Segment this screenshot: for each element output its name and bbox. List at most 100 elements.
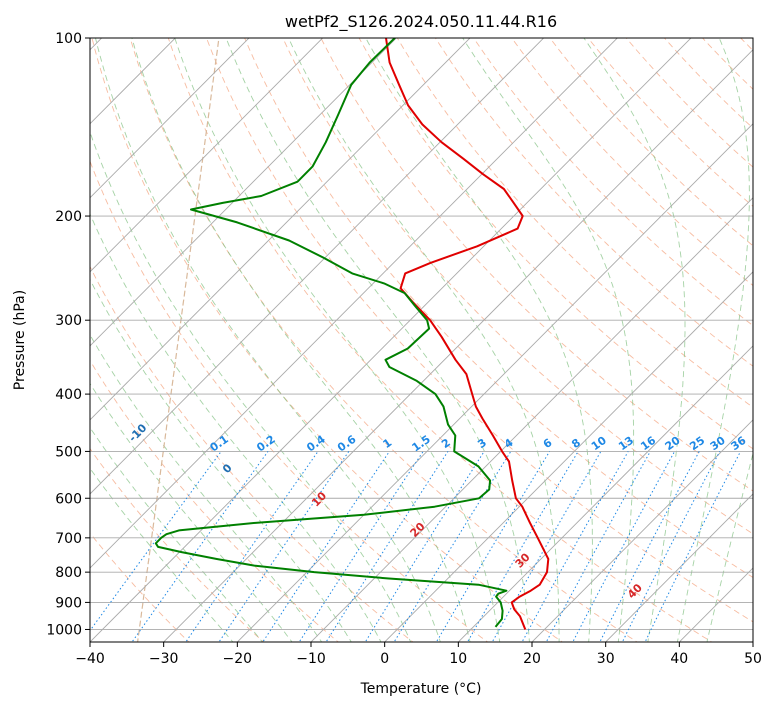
moist-adiabat-line <box>131 38 471 642</box>
isotherm-line <box>90 38 471 421</box>
dry-adiabat-line <box>90 160 489 642</box>
isotherm-line <box>90 38 545 495</box>
x-tick-label: 10 <box>449 651 467 667</box>
isotherm-line <box>90 38 176 125</box>
mixing-ratio-line <box>466 451 579 642</box>
moist-adiabat-line <box>90 382 293 642</box>
isotherm-line <box>605 493 753 642</box>
x-tick-label: −40 <box>75 651 105 667</box>
isotherm-line <box>531 419 753 642</box>
y-tick-label: 600 <box>55 491 82 507</box>
y-tick-label: 800 <box>55 565 82 581</box>
dry-adiabat-line <box>90 359 339 642</box>
profiles <box>154 38 550 630</box>
isotherm-line <box>90 38 397 347</box>
moist-adiabat-line <box>706 451 753 642</box>
isotherm-line <box>163 49 753 642</box>
plot-area: 0.10.20.40.611.52346810131620253036-100-… <box>90 25 775 645</box>
adiabat-label: 20 <box>408 520 428 540</box>
moist-adiabat-line <box>583 38 686 642</box>
isotherms <box>90 38 753 642</box>
moist-adiabat-line <box>90 467 234 642</box>
y-tick-label: 100 <box>55 31 82 47</box>
y-tick-label: 300 <box>55 313 82 329</box>
dry-adiabat-line <box>701 38 753 90</box>
adiabat-label: -10 <box>126 421 149 444</box>
moist-adiabat-line <box>90 278 352 642</box>
mixing-ratio-label: 8 <box>569 436 583 451</box>
dry-adiabat-line <box>740 38 753 52</box>
moist-adiabat-line <box>90 130 412 642</box>
x-tick-label: 40 <box>670 651 688 667</box>
plot-frame <box>89 37 754 643</box>
adiabat-label: 40 <box>625 581 645 601</box>
y-tick-label: 200 <box>55 209 82 225</box>
x-tick-label: −30 <box>149 651 179 667</box>
moist-adiabat-line <box>90 213 382 642</box>
dry-adiabats <box>90 25 775 645</box>
mixing-ratio-line <box>325 451 449 642</box>
dry-adiabat-line <box>473 38 753 327</box>
isotherm-line <box>384 271 753 642</box>
mixing-ratio-line <box>262 451 390 642</box>
dry-adiabat-line <box>587 38 753 207</box>
dry-adiabat-line <box>396 38 753 408</box>
mixing-ratio-label: 16 <box>638 434 658 454</box>
x-tick-label: 50 <box>744 651 762 667</box>
dry-adiabat-line <box>434 38 753 367</box>
mixing-ratio-line <box>572 451 676 642</box>
x-tick-label: −20 <box>223 651 253 667</box>
adiabat-label: 30 <box>513 550 533 570</box>
mixing-ratio-line <box>545 451 651 642</box>
line-labels: 0.10.20.40.611.52346810131620253036-100-… <box>126 421 749 601</box>
moist-adiabat-line <box>676 38 750 642</box>
mixing-ratio-label: 30 <box>708 434 728 454</box>
mixing-ratio-line <box>90 451 222 632</box>
mixing-ratio-line <box>185 451 319 642</box>
ice-curve-line <box>136 38 220 642</box>
mixing-ratio-label: 10 <box>589 434 609 454</box>
y-tick-label: 700 <box>55 531 82 547</box>
ice-saturation-curve <box>136 38 220 642</box>
isotherm-line <box>90 38 618 569</box>
dry-adiabat-line <box>129 38 638 642</box>
y-tick-label: 1000 <box>46 623 82 639</box>
moist-adiabats <box>90 38 753 642</box>
moist-adiabat-line <box>90 426 263 642</box>
mixing-ratio-line <box>131 451 269 642</box>
mixing-ratio-label: 1 <box>381 436 395 451</box>
dry-adiabat-line <box>663 38 753 129</box>
mixing-ratio-label: 20 <box>663 434 683 454</box>
isotherm-line <box>90 38 692 642</box>
y-tick-label: 400 <box>55 387 82 403</box>
isotherm-line <box>457 345 753 642</box>
mixing-ratio-line <box>364 451 485 642</box>
moist-adiabat-line <box>174 38 501 642</box>
dry-adiabat-line <box>90 265 414 642</box>
y-tick-label: 900 <box>55 595 82 611</box>
isotherm-line <box>90 38 324 273</box>
mixing-ratio-line <box>298 451 424 642</box>
dry-adiabat-line <box>90 447 265 642</box>
axes: −40 −30 −20 −10 0 10 20 30 40 50 1000 900 800 700 600 5… <box>46 31 762 667</box>
x-axis-label: Temperature (°C) <box>360 681 482 697</box>
x-tick-label: 20 <box>523 651 541 667</box>
isotherm-line <box>310 197 753 642</box>
mixing-ratio-line <box>599 451 700 642</box>
pressure-gridlines <box>90 38 753 630</box>
mixing-ratio-line <box>393 451 512 642</box>
isotherm-line <box>236 123 753 642</box>
x-tick-label: −10 <box>296 651 326 667</box>
dry-adiabat-line <box>244 38 753 579</box>
moist-adiabat-line <box>90 334 323 642</box>
chart-title: wetPf2_S126.2024.050.11.44.R16 <box>285 12 557 32</box>
isotherm-line <box>752 641 753 642</box>
x-tick-label: 30 <box>597 651 615 667</box>
dry-adiabat-line <box>766 25 775 645</box>
mixing-ratio-line <box>218 451 350 642</box>
mixing-ratio-label: 25 <box>687 434 707 453</box>
dry-adiabat-line <box>549 38 753 247</box>
temperature-profile-line <box>385 38 550 630</box>
isotherm-line <box>678 567 753 642</box>
